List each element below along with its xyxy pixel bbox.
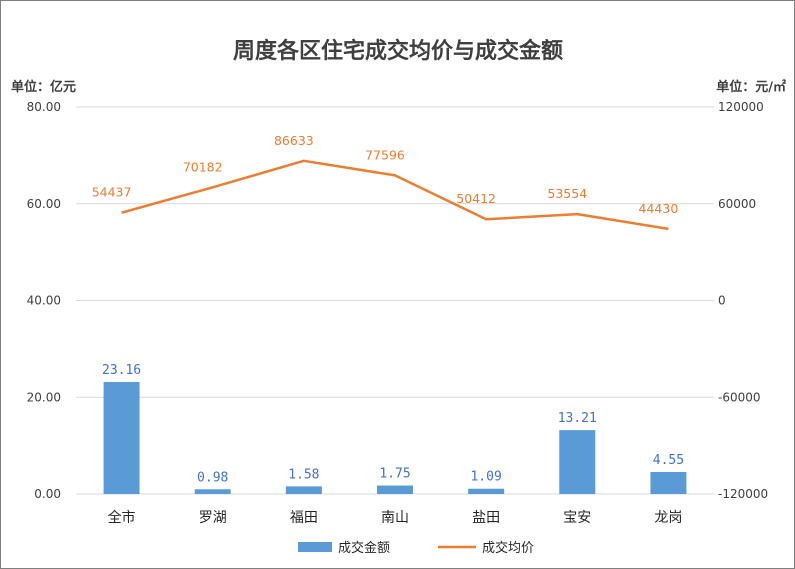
category-label: 盐田 [472, 510, 500, 526]
line-value-label: 54437 [92, 185, 132, 200]
category-label: 南山 [381, 510, 409, 526]
bar-value-label: 23.16 [102, 363, 141, 378]
bar-3 [286, 486, 322, 494]
bar-value-label: 0.98 [197, 470, 228, 485]
category-label: 全市 [108, 509, 136, 526]
right-tick-label: -60000 [718, 390, 761, 404]
chart-title: 周度各区住宅成交均价与成交金额 [233, 38, 563, 64]
legend-line-label: 成交均价 [482, 540, 534, 556]
left-axis-ticks: 0.00 20.00 40.00 60.00 80.00 [27, 100, 61, 501]
bar-data-labels: 23.16 0.98 1.58 1.75 1.09 13.21 4.55 [102, 363, 684, 485]
line-value-label: 53554 [547, 186, 587, 201]
bar-value-label: 1.75 [379, 467, 410, 482]
line-value-label: 70182 [183, 159, 223, 174]
right-tick-label: 0 [718, 294, 726, 308]
right-tick-label: 120000 [718, 100, 764, 114]
gridlines [76, 107, 714, 494]
category-label: 罗湖 [199, 510, 227, 526]
left-tick-label: 80.00 [27, 100, 61, 114]
left-tick-label: 40.00 [27, 294, 61, 308]
line-value-label: 50412 [456, 191, 496, 206]
bar-1 [104, 382, 140, 494]
bar-6 [559, 430, 595, 494]
left-axis-unit: 单位：亿元 [11, 79, 76, 95]
line-value-label: 77596 [365, 147, 405, 162]
right-axis-unit: 单位：元/㎡ [716, 79, 786, 95]
category-label: 福田 [290, 510, 318, 526]
right-axis-ticks: -120000 -60000 0 60000 120000 [718, 100, 768, 501]
line-value-label: 44430 [639, 201, 679, 216]
category-label: 龙岗 [654, 510, 682, 526]
bar-7 [650, 472, 686, 494]
bar-value-label: 1.09 [470, 470, 501, 485]
legend-bar-swatch [298, 542, 332, 552]
left-tick-label: 0.00 [34, 487, 61, 501]
left-tick-label: 60.00 [27, 197, 61, 211]
category-label: 宝安 [563, 510, 591, 526]
bar-value-label: 1.58 [288, 467, 319, 482]
bar-value-label: 4.55 [653, 453, 684, 468]
legend: 成交金额 成交均价 [298, 540, 534, 556]
right-tick-label: -120000 [718, 487, 768, 501]
bar-value-label: 13.21 [558, 411, 597, 426]
bar-4 [377, 486, 413, 494]
bar-5 [468, 489, 504, 494]
category-axis-labels: 全市 罗湖 福田 南山 盐田 宝安 龙岗 [108, 509, 683, 526]
legend-bar-label: 成交金额 [338, 540, 390, 556]
left-tick-label: 20.00 [27, 390, 61, 404]
bar-2 [195, 489, 231, 494]
line-value-label: 86633 [274, 133, 314, 148]
right-tick-label: 60000 [718, 197, 756, 211]
